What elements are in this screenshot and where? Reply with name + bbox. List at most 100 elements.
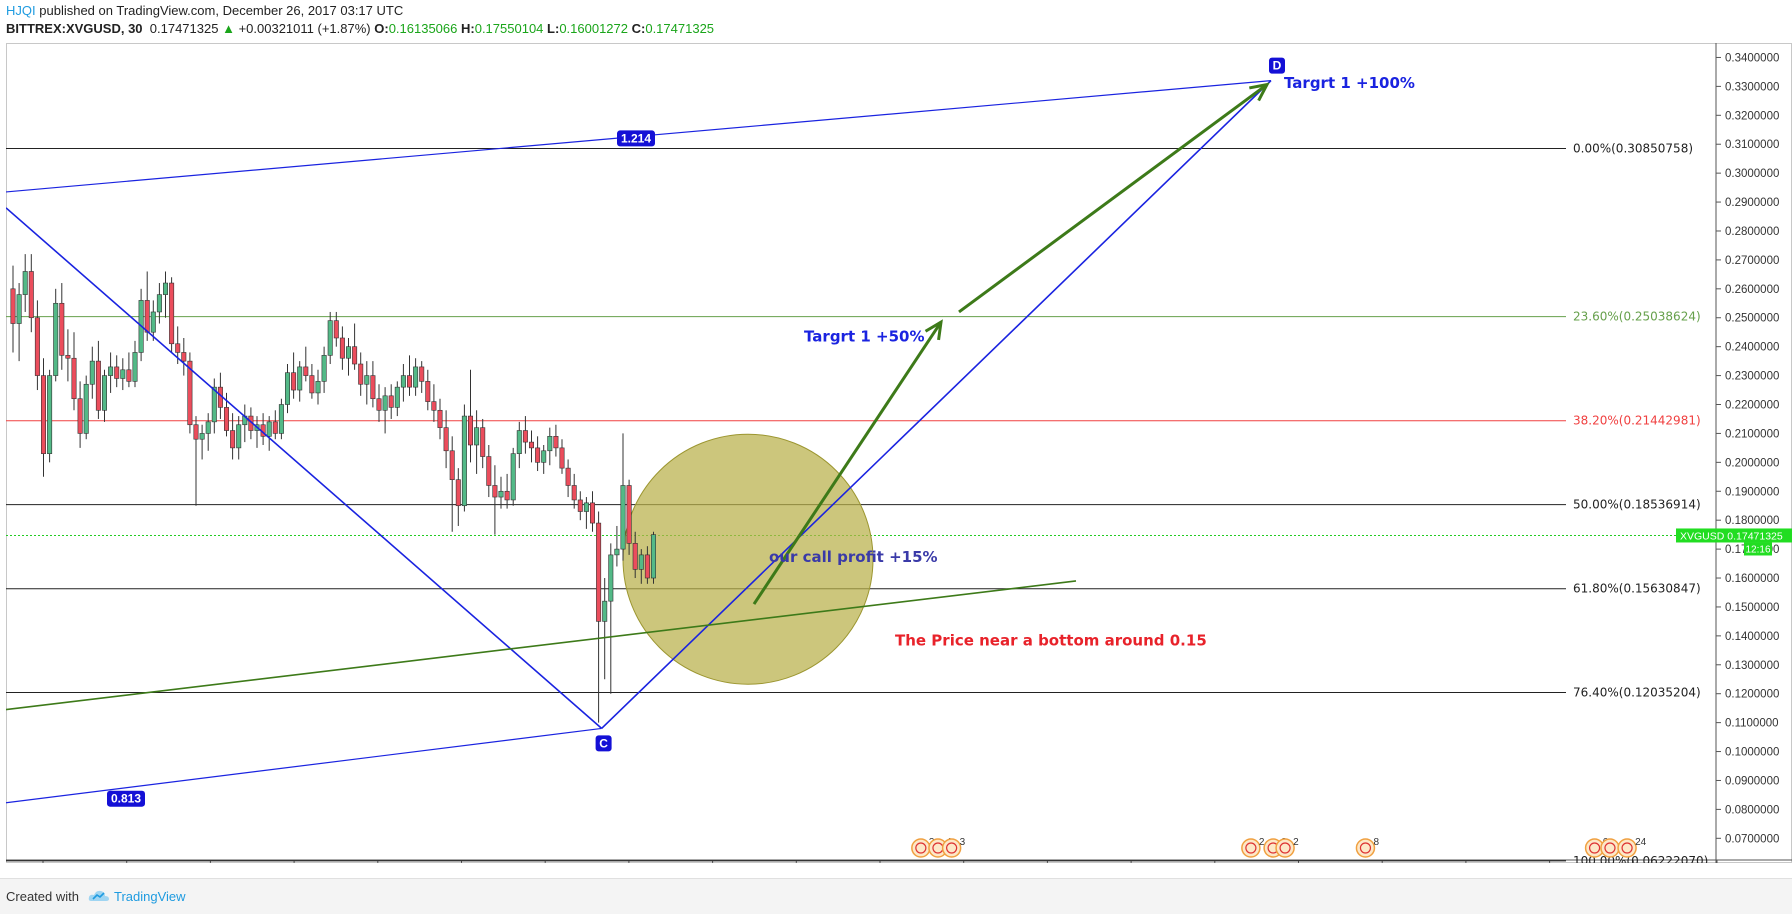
candle-body (333, 320, 339, 339)
price-chart[interactable]: 0.0700000 0.0800000 0.0900000 0.1000000 0.11… (6, 43, 1792, 863)
candle-body (266, 421, 272, 437)
candle-body (40, 375, 46, 454)
pattern-point-c (595, 735, 612, 752)
candle-body (388, 395, 394, 408)
open-value: 0.16135066 (388, 21, 458, 36)
candle-body (535, 447, 541, 463)
candle-body (303, 366, 309, 376)
candle-body (370, 375, 376, 400)
y-axis-tick-label: 0.1900000 (1725, 486, 1779, 498)
economic-event-icon[interactable] (911, 838, 931, 858)
candle-body (224, 407, 230, 431)
candle-body (461, 415, 467, 507)
high-value: 0.17550104 (474, 21, 544, 36)
close-label: C: (631, 21, 646, 36)
candle-body (467, 415, 473, 446)
candle-body (559, 447, 565, 469)
candle-body (644, 554, 650, 579)
candle-body (47, 375, 53, 454)
candle-body (163, 282, 169, 295)
candle-body (565, 467, 571, 486)
candle-body (10, 288, 16, 324)
candle-body (321, 355, 327, 382)
fib-ratio-badge-upper-text: 1.214 (621, 131, 651, 145)
arrow-to-target-100 (958, 83, 1268, 314)
high-label: H: (461, 21, 475, 36)
published-text: published on TradingView.com, December 2… (39, 3, 404, 18)
candle-body (486, 456, 492, 486)
y-axis-tick-label: 0.1000000 (1725, 747, 1779, 759)
low-label: L: (547, 21, 560, 36)
candle-body (236, 424, 242, 449)
candle-body (34, 317, 40, 376)
candle-body (589, 502, 595, 524)
candle-body (102, 375, 108, 411)
candle-body (541, 450, 547, 463)
cd-leg-line (601, 80, 1272, 729)
economic-event-count: 2 (1293, 837, 1299, 848)
lower-channel-line (6, 727, 602, 804)
economic-event-icon[interactable] (1617, 838, 1637, 858)
author-link[interactable]: HJQI (6, 3, 36, 18)
candle-body (156, 294, 162, 313)
candle-body (150, 311, 156, 333)
fib-level-label: 76.40%(0.12035204) (1573, 686, 1701, 700)
candle-body (443, 427, 449, 452)
fib-level-label: 0.00%(0.30850758) (1573, 142, 1693, 156)
economic-event-flag-icon (1588, 842, 1601, 854)
chart-area[interactable]: 0.0700000 0.0800000 0.0900000 0.1000000 0.11… (6, 43, 1792, 863)
economic-event-icon[interactable] (1275, 838, 1295, 858)
economic-event-icon[interactable] (941, 838, 962, 858)
candle-body (614, 548, 620, 556)
economic-event-count: 24 (1635, 837, 1647, 848)
economic-event-icon[interactable] (1355, 838, 1376, 858)
candle-body (315, 381, 321, 394)
candle-body (431, 401, 437, 411)
candle-body (327, 320, 333, 356)
y-axis-tick-label: 0.2300000 (1725, 371, 1779, 383)
candle-body (602, 600, 608, 622)
fib-ratio-badge-lower-text: 0.813 (111, 792, 141, 806)
price-change: +0.00321011 (+1.87%) (238, 21, 371, 36)
y-axis-tick-label: 0.3100000 (1725, 139, 1779, 151)
last-price-tag (1676, 528, 1792, 543)
y-axis-tick-label: 0.1800000 (1725, 515, 1779, 527)
candle-body (394, 386, 400, 408)
candle-body (89, 360, 95, 385)
y-axis-tick-label: 0.2800000 (1725, 226, 1779, 238)
fib-level-label: 50.00%(0.18536914) (1573, 498, 1701, 512)
candle-body (181, 352, 187, 362)
fib-ratio-badge-upper (617, 130, 655, 147)
tradingview-cloud-icon (88, 890, 109, 901)
y-axis-tick-label: 0.1200000 (1725, 689, 1779, 701)
y-axis-tick-label: 0.1500000 (1725, 602, 1779, 614)
candle-body (22, 271, 28, 295)
y-axis-tick-label: 0.2500000 (1725, 313, 1779, 325)
candle-body (650, 534, 656, 579)
pattern-point-d-text: D (1273, 59, 1282, 73)
created-with-text: Created with (6, 889, 79, 904)
last-price: 0.17471325 (149, 21, 219, 36)
chart-header: HJQI published on TradingView.com, Decem… (0, 0, 1792, 40)
open-label: O: (374, 21, 389, 36)
y-axis-tick-label: 0.1400000 (1725, 631, 1779, 643)
economic-event-icon[interactable] (1600, 838, 1620, 858)
candle-body (132, 352, 138, 382)
candle-body (16, 294, 22, 324)
y-axis-tick-label: 0.2200000 (1725, 400, 1779, 412)
candle-body (547, 436, 553, 452)
candle-body (352, 346, 358, 365)
candle-body (449, 450, 455, 480)
y-axis-tick-label: 0.1100000 (1725, 718, 1779, 730)
candle-body (522, 430, 528, 443)
candle-body (77, 398, 83, 434)
tradingview-link[interactable]: TradingView (114, 889, 186, 904)
candle-body (437, 409, 443, 428)
candle-body (187, 360, 193, 426)
footer-bar: Created with TradingView (0, 878, 1792, 914)
economic-event-icon[interactable] (1241, 838, 1261, 858)
candle-body (358, 363, 364, 385)
pattern-point-c-text: C (599, 736, 608, 750)
fib-ratio-badge-lower (107, 790, 145, 807)
economic-event-flag-icon (1279, 842, 1291, 854)
